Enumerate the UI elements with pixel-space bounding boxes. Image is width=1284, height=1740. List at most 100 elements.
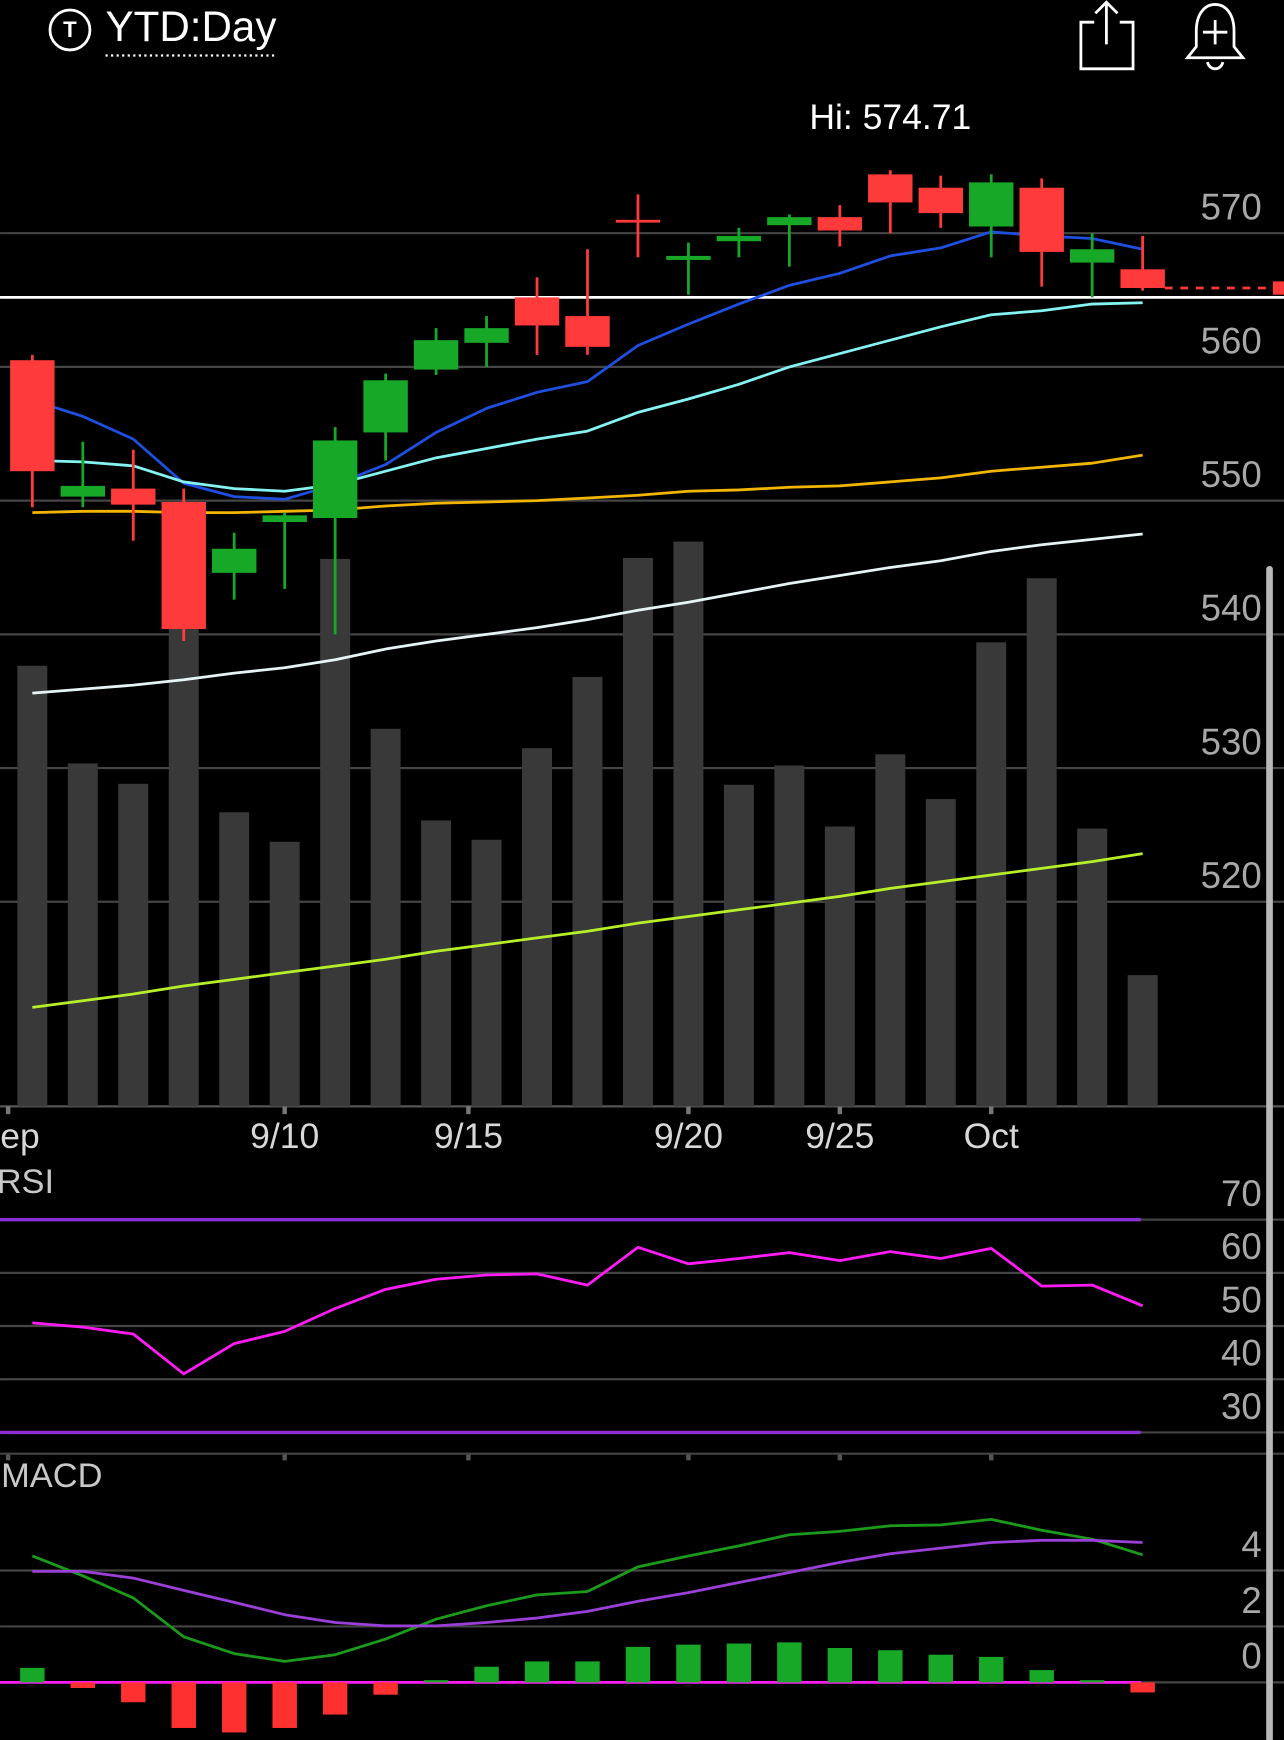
y-tick-label: 70 <box>1221 1173 1262 1214</box>
histogram-bar <box>676 1644 701 1683</box>
histogram-bar <box>121 1682 146 1703</box>
volume-bar <box>774 765 805 1107</box>
scrollbar[interactable] <box>1266 565 1273 1740</box>
high-annotation: Hi: 574.71 <box>809 97 971 137</box>
candle-body <box>666 255 711 260</box>
histogram-bar <box>827 1647 853 1683</box>
volume-bar <box>522 748 553 1107</box>
y-tick-label: 40 <box>1221 1333 1262 1374</box>
candle-body <box>312 440 358 519</box>
y-tick-label: 570 <box>1201 187 1262 228</box>
volume-bar <box>118 783 149 1107</box>
volume-bar <box>824 826 855 1107</box>
candle-body <box>1019 187 1064 252</box>
y-tick-label: 60 <box>1221 1226 1262 1267</box>
y-tick-label: 560 <box>1201 320 1262 361</box>
y-tick-label: 4 <box>1241 1524 1261 1565</box>
share-arrow <box>1094 0 1119 45</box>
candle-body <box>363 380 408 433</box>
volume-bar <box>1127 975 1158 1107</box>
candle-body <box>767 217 812 226</box>
alert-button[interactable] <box>1184 3 1246 71</box>
indicator-line <box>32 532 1143 695</box>
indicator-line <box>32 453 1143 515</box>
candle-body <box>10 360 55 472</box>
histogram-bar <box>373 1682 398 1695</box>
candle-body <box>1069 249 1115 263</box>
y-tick-label: 550 <box>1201 454 1262 495</box>
symbol-icon[interactable] <box>48 8 92 52</box>
x-tick-label: 9/20 <box>654 1116 723 1156</box>
histogram-bar <box>70 1682 96 1688</box>
x-tick-label: Sep <box>0 1116 40 1156</box>
indicator-line <box>31 230 1143 501</box>
x-tick-label: Oct <box>964 1116 1019 1156</box>
histogram-bar <box>1130 1682 1155 1693</box>
histogram-bar <box>171 1682 196 1728</box>
y-tick-label: 0 <box>1241 1636 1261 1677</box>
last-price-marker <box>1272 281 1284 295</box>
x-tick-label: 9/15 <box>434 1116 503 1156</box>
candle-body <box>60 485 106 497</box>
histogram-bar <box>272 1682 297 1728</box>
volume-bar <box>168 627 199 1107</box>
volume-bar <box>67 763 98 1107</box>
volume-bar <box>370 728 401 1107</box>
share-button[interactable] <box>1079 0 1135 71</box>
candle-body <box>565 316 610 347</box>
histogram-bar <box>777 1642 802 1683</box>
candle-body <box>918 187 963 214</box>
volume-bar <box>1026 578 1057 1107</box>
indicator-line <box>32 852 1143 1009</box>
candle-body <box>111 488 156 505</box>
candle-body <box>212 548 257 573</box>
y-tick-label: 520 <box>1201 855 1262 896</box>
panel-title: RSI <box>0 1163 54 1201</box>
histogram-bar <box>878 1650 903 1683</box>
y-tick-label: 2 <box>1241 1580 1261 1621</box>
candle-body <box>514 297 560 326</box>
volume-bar <box>17 665 48 1107</box>
candle-body <box>615 219 661 223</box>
y-tick-label: 50 <box>1221 1279 1262 1320</box>
histogram-bar <box>423 1680 449 1683</box>
y-tick-label: 540 <box>1201 588 1262 629</box>
candle-body <box>817 217 863 231</box>
candle-body <box>868 174 913 203</box>
histogram-bar <box>524 1661 550 1683</box>
histogram-bar <box>20 1667 45 1683</box>
histogram-bar <box>322 1682 348 1715</box>
histogram-bar <box>474 1666 499 1683</box>
histogram-bar <box>928 1654 953 1683</box>
volume-bar <box>673 541 704 1107</box>
histogram-bar <box>726 1643 752 1683</box>
x-tick-label: 9/25 <box>805 1116 874 1156</box>
candle-body <box>969 182 1014 227</box>
histogram-bar <box>979 1656 1004 1683</box>
y-tick-label: 30 <box>1221 1386 1262 1427</box>
symbol-icon-letter: T <box>63 17 77 42</box>
volume-bar <box>622 557 653 1107</box>
volume-bar <box>875 754 906 1107</box>
bell <box>1184 3 1246 60</box>
bell-clapper <box>1206 61 1225 71</box>
volume-bar <box>572 676 603 1107</box>
timeframe-selector[interactable]: YTD:Day <box>105 3 276 50</box>
volume-bar <box>320 558 351 1107</box>
y-tick-label: 530 <box>1201 721 1262 762</box>
volume-bar <box>723 784 754 1107</box>
candle-body <box>464 328 509 343</box>
panel-title: MACD <box>1 1457 102 1495</box>
candle-body <box>161 501 206 629</box>
volume-bar <box>219 812 250 1107</box>
indicator-line <box>32 1245 1144 1376</box>
share-box <box>1079 20 1135 71</box>
histogram-bar <box>575 1661 600 1683</box>
histogram-bar <box>1029 1670 1054 1683</box>
volume-bar <box>1077 828 1108 1107</box>
candle-body <box>413 340 459 370</box>
volume-bar <box>471 839 502 1107</box>
indicator-line <box>32 301 1143 493</box>
indicator-line <box>32 1538 1143 1628</box>
